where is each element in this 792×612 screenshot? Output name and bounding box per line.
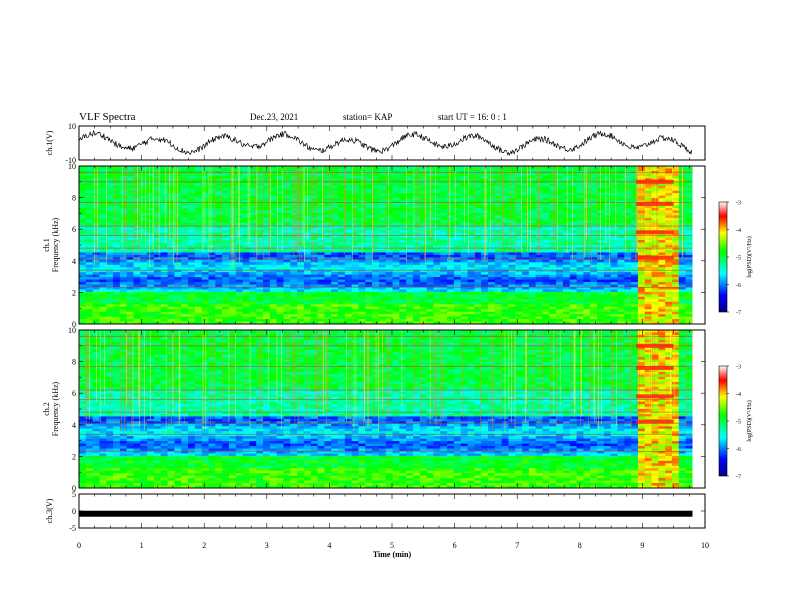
x-tick-label: 5 <box>390 541 394 550</box>
y-tick-label: 10 <box>68 326 76 335</box>
y-tick-label: 0 <box>72 484 76 493</box>
date-label: Dec.23, 2021 <box>250 112 299 122</box>
ch1-waveform-line <box>78 129 693 156</box>
colorbar-tick-label: -3 <box>736 365 741 371</box>
colorbar-tick-label: -3 <box>736 201 741 207</box>
ch3-signal-band <box>79 510 693 517</box>
y-tick-label: 6 <box>72 389 76 398</box>
x-tick-label: 3 <box>265 541 269 550</box>
y-tick-label: 4 <box>72 257 76 266</box>
colorbar <box>718 201 728 313</box>
y-axis-label: ch.1 <box>42 238 51 252</box>
colorbar-label: log(PSD)(V²/Hz) <box>746 400 753 441</box>
y-tick-label: 6 <box>72 225 76 234</box>
y-axis-label: ch.3(V) <box>45 498 54 523</box>
y-tick-label: 10 <box>68 162 76 171</box>
colorbar-tick-label: -5 <box>736 256 741 262</box>
y-axis-label: ch.2 <box>42 402 51 416</box>
y-tick-label: 10 <box>68 122 76 131</box>
y-tick-label: 8 <box>72 194 76 203</box>
panel-frame <box>78 125 706 161</box>
colorbar-label: log(PSD)(V²/Hz) <box>746 236 753 277</box>
colorbar <box>718 365 728 477</box>
x-tick-label: 7 <box>515 541 519 550</box>
station-label: station= KAP <box>343 112 393 122</box>
y-tick-label: 2 <box>72 452 76 461</box>
ch1-spectrogram-heatmap <box>79 166 705 325</box>
x-tick-label: 9 <box>640 541 644 550</box>
x-tick-label: 8 <box>578 541 582 550</box>
y-tick-label: 5 <box>72 490 76 499</box>
colorbar-tick-label: -4 <box>736 392 741 398</box>
y-axis-label: ch.1(V) <box>45 130 54 155</box>
x-tick-label: 2 <box>202 541 206 550</box>
y-tick-label: 0 <box>72 320 76 329</box>
colorbar-tick-label: -7 <box>736 475 741 481</box>
x-tick-label: 1 <box>140 541 144 550</box>
colorbar-tick-label: -6 <box>736 283 741 289</box>
x-tick-label: 4 <box>327 541 331 550</box>
x-tick-label: 10 <box>701 541 709 550</box>
y-tick-label: 0 <box>72 507 76 516</box>
colorbar-tick-label: -4 <box>736 228 741 234</box>
y-tick-label: -10 <box>65 156 76 165</box>
y-tick-label: 8 <box>72 358 76 367</box>
y-axis-label: Frequency (kHz) <box>51 381 60 436</box>
y-tick-label: -5 <box>69 524 76 533</box>
y-axis-label: Frequency (kHz) <box>51 217 60 272</box>
colorbar-tick-label: -7 <box>736 311 741 317</box>
y-tick-label: 4 <box>72 421 76 430</box>
colorbar-tick-label: -5 <box>736 420 741 426</box>
start-time-label: start UT = 16: 0 : 1 <box>438 112 507 122</box>
colorbar-tick-label: -6 <box>736 447 741 453</box>
x-tick-label: 0 <box>77 541 81 550</box>
x-tick-label: 6 <box>453 541 457 550</box>
figure-title: VLF Spectra <box>79 111 136 123</box>
ch2-spectrogram-heatmap <box>79 330 705 489</box>
y-tick-label: 2 <box>72 288 76 297</box>
x-axis-label: Time (min) <box>373 550 412 559</box>
